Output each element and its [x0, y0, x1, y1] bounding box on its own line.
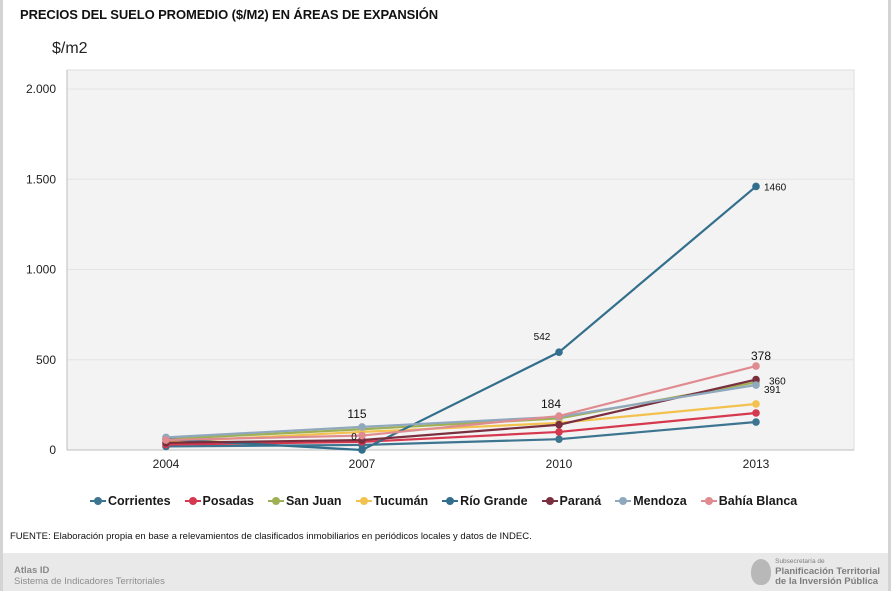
series-line	[165, 185, 757, 452]
chart-title: PRECIOS DEL SUELO PROMEDIO ($/M2) EN ÁRE…	[20, 7, 439, 22]
logo-line-3: de la Inversión Pública	[775, 576, 879, 587]
legend-item: Tucumán	[355, 494, 429, 508]
data-point	[752, 409, 760, 417]
x-tick-label: 2013	[743, 457, 770, 471]
y-tick-label: 0	[49, 443, 56, 457]
legend-marker-icon	[442, 495, 459, 507]
x-tick-label: 2004	[153, 457, 180, 471]
data-label: 0	[351, 432, 357, 443]
data-point	[752, 375, 760, 384]
x-axis-ticks: 2004 2007 2010 2013	[153, 457, 770, 471]
footer-subtitle: Sistema de Indicadores Territoriales	[14, 576, 165, 587]
data-label: 184	[541, 397, 561, 411]
ministry-logo: Subsecretaría de Planificación Territori…	[751, 557, 880, 587]
legend-label: Posadas	[202, 494, 254, 508]
data-label: 378	[751, 349, 771, 363]
y-axis-unit-label: $/m2	[52, 40, 88, 57]
data-point	[555, 348, 563, 356]
y-tick-label: 2.000	[26, 82, 56, 96]
legend-marker-icon	[267, 495, 284, 507]
legend-item: Río Grande	[442, 494, 528, 508]
series-line	[165, 411, 757, 446]
series-line	[165, 378, 757, 444]
data-point	[358, 446, 366, 454]
data-point	[162, 436, 170, 444]
legend-marker-icon	[700, 495, 717, 507]
legend-label: Bahía Blanca	[718, 494, 798, 508]
source-note: FUENTE: Elaboración propia en base a rel…	[10, 531, 532, 542]
data-label: 391	[764, 385, 781, 396]
data-point	[555, 435, 563, 443]
legend-item: San Juan	[267, 494, 342, 508]
data-label: 1460	[764, 182, 787, 193]
legend-label: Mendoza	[633, 494, 687, 508]
legend-label: Río Grande	[460, 494, 528, 508]
data-point	[752, 381, 760, 389]
legend-marker-icon	[90, 495, 106, 507]
legend-marker-icon	[355, 495, 372, 507]
data-point	[358, 423, 366, 431]
data-point	[555, 412, 563, 420]
legend-label: Paraná	[559, 494, 602, 508]
data-label: 115	[347, 407, 366, 421]
data-point	[752, 418, 760, 426]
legend-marker-icon	[615, 495, 632, 507]
data-point	[752, 400, 760, 408]
legend-label: San Juan	[285, 494, 342, 508]
legend-label: Tucumán	[373, 494, 429, 508]
y-tick-label: 1.500	[26, 172, 56, 186]
line-chart: 0 500 1.000 1.500 2.000 2004 2007 2010 2013 115…	[26, 69, 855, 471]
legend: Corrientes Posadas San Juan Tucumán Río Gran…	[90, 494, 797, 508]
data-label: 542	[534, 332, 551, 343]
left-border	[0, 0, 3, 591]
data-label: 360	[769, 377, 786, 388]
legend-item: Corrientes	[90, 494, 171, 508]
legend-item: Paraná	[541, 494, 602, 508]
data-point	[358, 431, 366, 440]
series-lines	[162, 182, 760, 454]
legend-item: Posadas	[184, 494, 254, 508]
gridlines	[67, 88, 854, 361]
series-r-o-grande	[162, 182, 760, 454]
y-tick-label: 1.000	[26, 263, 56, 277]
series-posadas	[162, 409, 760, 449]
series-line	[165, 383, 757, 439]
footer-brand: Atlas ID	[14, 565, 50, 576]
y-axis-ticks: 0 500 1.000 1.500 2.000	[26, 82, 56, 457]
legend-item: Bahía Blanca	[700, 494, 798, 508]
data-point	[752, 362, 760, 370]
data-point	[752, 182, 760, 191]
right-border	[888, 0, 891, 591]
legend-marker-icon	[541, 495, 558, 507]
coat-of-arms-icon	[751, 559, 772, 585]
series-bah-a-blanca	[162, 362, 760, 444]
x-tick-label: 2010	[546, 457, 573, 471]
legend-label: Corrientes	[108, 494, 171, 508]
x-tick-label: 2007	[349, 457, 376, 471]
data-point	[555, 420, 563, 429]
legend-item: Mendoza	[615, 494, 687, 508]
data-point	[555, 428, 563, 436]
logo-line-2: Planificación Territorial	[775, 566, 880, 577]
series-line	[165, 365, 757, 442]
legend-marker-icon	[184, 495, 201, 507]
plot-background	[66, 69, 855, 451]
footer: Atlas ID Sistema de Indicadores Territor…	[3, 553, 888, 591]
logo-line-1: Subsecretaría de	[775, 558, 825, 565]
y-tick-label: 500	[36, 353, 56, 367]
